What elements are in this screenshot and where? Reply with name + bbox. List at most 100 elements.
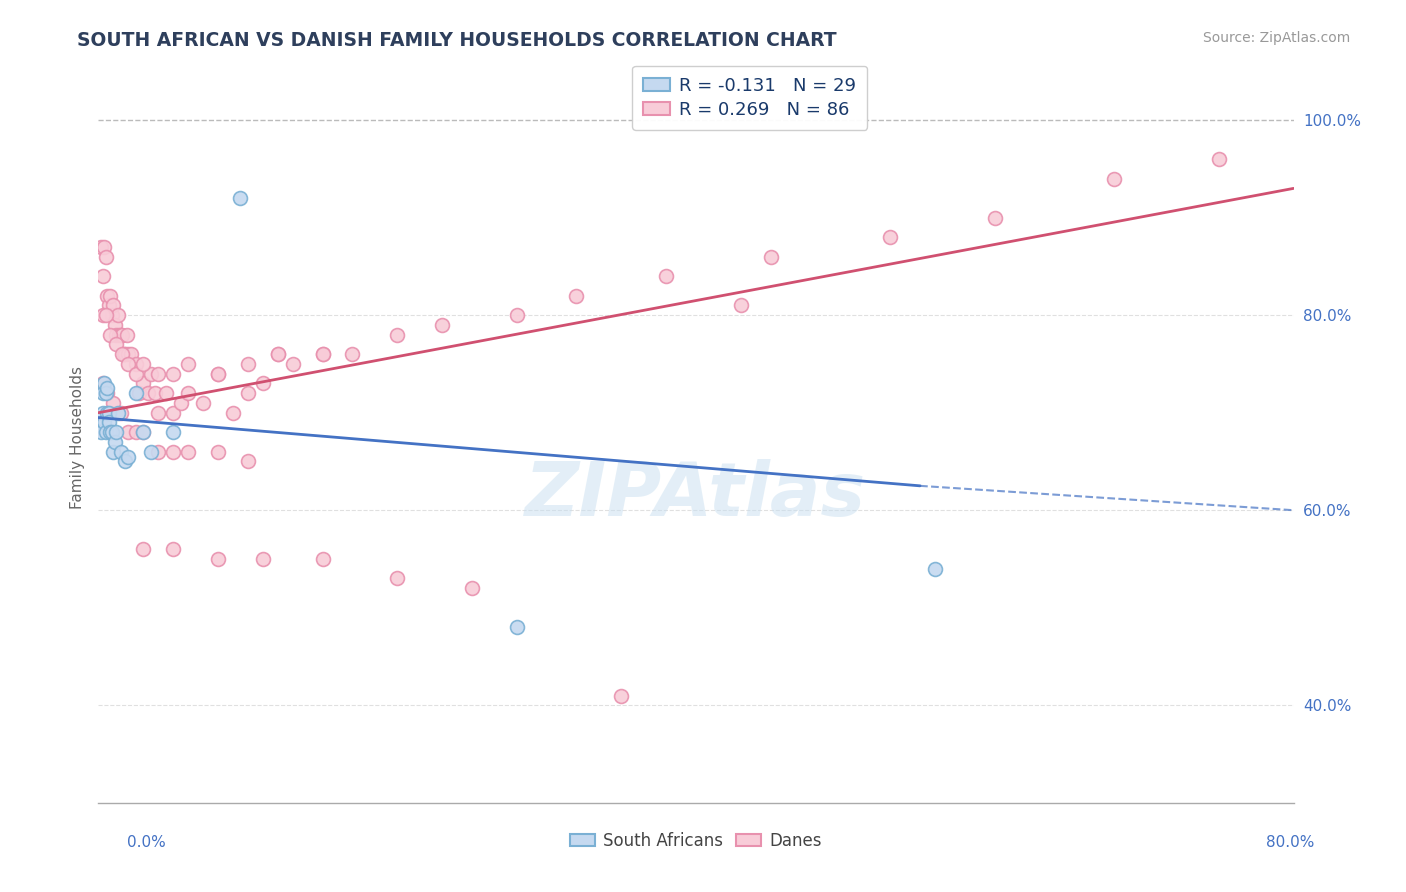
Point xyxy=(110,327,132,342)
Point xyxy=(139,444,162,458)
Point xyxy=(98,327,122,342)
Point xyxy=(565,288,588,302)
Point xyxy=(506,308,529,322)
Point xyxy=(139,367,162,381)
Point xyxy=(91,376,114,391)
Point xyxy=(136,386,159,401)
Point xyxy=(924,562,946,576)
Point xyxy=(236,357,259,371)
Point xyxy=(191,396,214,410)
Point xyxy=(101,425,124,440)
Point xyxy=(98,288,122,302)
Point xyxy=(143,386,166,401)
Point xyxy=(103,396,125,410)
Point xyxy=(117,357,139,371)
Point xyxy=(229,191,252,205)
Point xyxy=(98,425,122,440)
Point xyxy=(132,542,155,557)
Point xyxy=(125,357,148,371)
Point xyxy=(236,454,259,468)
Point xyxy=(90,410,112,425)
Point xyxy=(105,425,128,440)
Point xyxy=(132,376,155,391)
Point xyxy=(94,386,117,401)
Point xyxy=(267,347,290,361)
Point xyxy=(110,444,132,458)
Point xyxy=(91,269,114,284)
Point xyxy=(125,386,148,401)
Text: 80.0%: 80.0% xyxy=(1267,836,1315,850)
Point xyxy=(252,376,274,391)
Point xyxy=(311,347,333,361)
Point xyxy=(112,347,135,361)
Point xyxy=(655,269,678,284)
Text: SOUTH AFRICAN VS DANISH FAMILY HOUSEHOLDS CORRELATION CHART: SOUTH AFRICAN VS DANISH FAMILY HOUSEHOLD… xyxy=(77,31,837,50)
Point xyxy=(177,386,200,401)
Point xyxy=(107,308,129,322)
Point xyxy=(89,410,111,425)
Point xyxy=(506,620,529,634)
Point xyxy=(111,347,134,361)
Point xyxy=(236,386,259,401)
Point xyxy=(101,308,124,322)
Point xyxy=(207,367,229,381)
Point xyxy=(311,552,333,566)
Point xyxy=(90,240,112,254)
Point xyxy=(94,425,117,440)
Point xyxy=(117,425,139,440)
Point xyxy=(110,406,132,420)
Point xyxy=(148,444,170,458)
Point xyxy=(91,308,114,322)
Point xyxy=(105,337,128,351)
Point xyxy=(90,425,112,440)
Text: ZIPAtlas: ZIPAtlas xyxy=(526,459,866,533)
Point xyxy=(94,250,117,264)
Point xyxy=(169,396,191,410)
Point xyxy=(311,347,333,361)
Point xyxy=(96,386,118,401)
Point xyxy=(1104,171,1126,186)
Point xyxy=(162,367,184,381)
Point xyxy=(162,444,184,458)
Point xyxy=(97,416,120,430)
Point xyxy=(114,347,136,361)
Point xyxy=(96,406,118,420)
Point xyxy=(207,552,229,566)
Point xyxy=(105,327,128,342)
Point xyxy=(207,367,229,381)
Point xyxy=(984,211,1007,225)
Point xyxy=(97,406,120,420)
Point xyxy=(132,425,155,440)
Point xyxy=(108,327,131,342)
Point xyxy=(1208,152,1230,166)
Point xyxy=(610,689,633,703)
Point xyxy=(91,406,114,420)
Point xyxy=(93,240,115,254)
Point xyxy=(252,552,274,566)
Point xyxy=(148,367,170,381)
Point xyxy=(125,425,148,440)
Point xyxy=(730,298,752,312)
Point xyxy=(132,425,155,440)
Point xyxy=(107,406,129,420)
Point xyxy=(222,406,245,420)
Point xyxy=(115,327,138,342)
Y-axis label: Family Households: Family Households xyxy=(69,366,84,508)
Text: Source: ZipAtlas.com: Source: ZipAtlas.com xyxy=(1202,31,1350,45)
Point xyxy=(162,425,184,440)
Point xyxy=(759,250,782,264)
Point xyxy=(267,347,290,361)
Point xyxy=(103,444,125,458)
Point xyxy=(96,288,118,302)
Point xyxy=(93,376,115,391)
Point xyxy=(103,298,125,312)
Point xyxy=(91,386,114,401)
Point xyxy=(96,381,118,395)
Legend: South Africans, Danes: South Africans, Danes xyxy=(562,825,830,856)
Point xyxy=(128,386,150,401)
Point xyxy=(177,357,200,371)
Point xyxy=(125,367,148,381)
Point xyxy=(148,406,170,420)
Point xyxy=(111,327,134,342)
Point xyxy=(162,406,184,420)
